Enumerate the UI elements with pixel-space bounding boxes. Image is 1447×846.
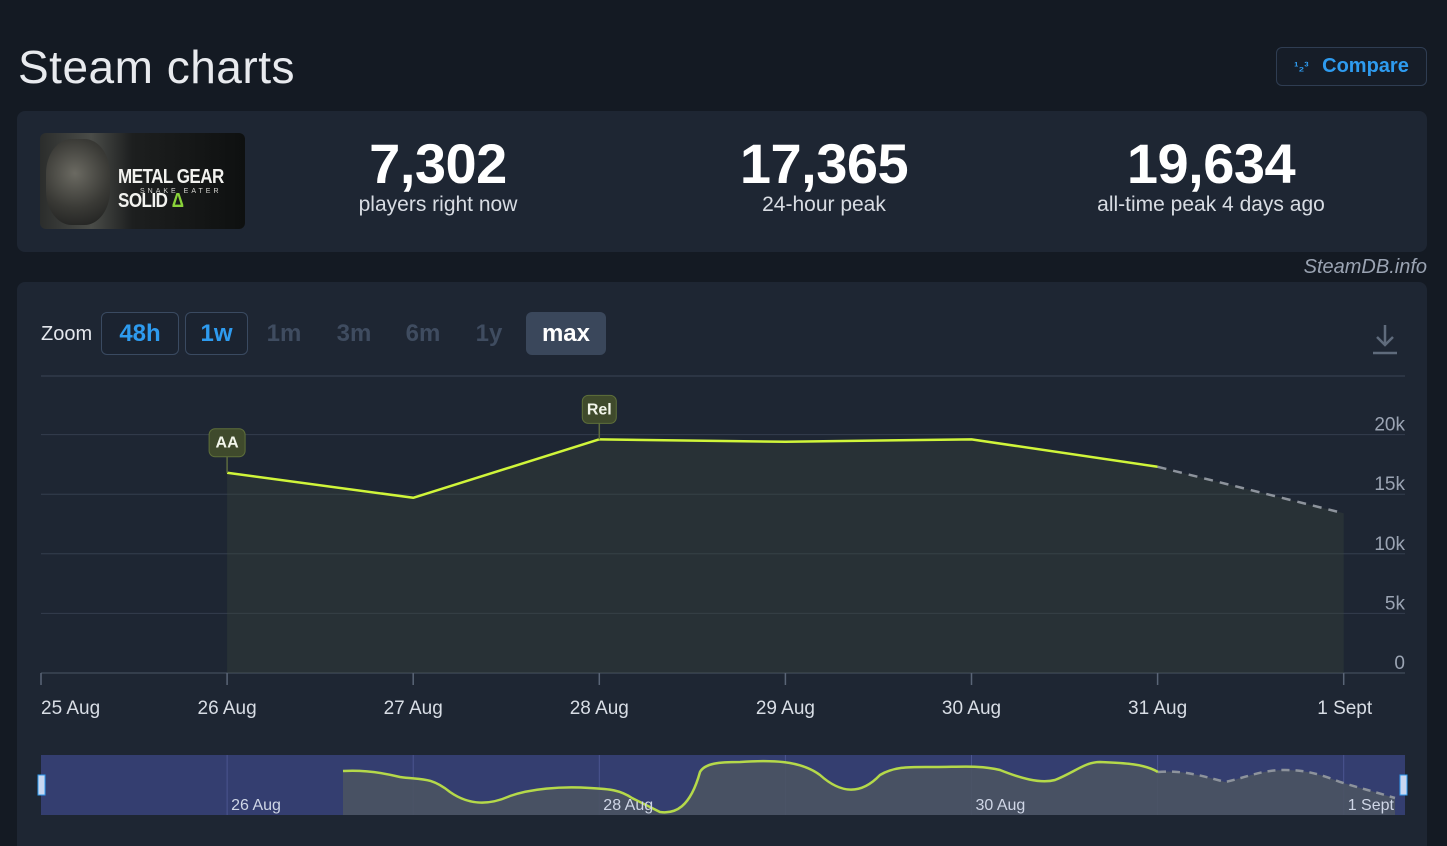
series-line <box>226 438 1158 500</box>
stat-24h-peak: 17,365 24-hour peak <box>723 133 925 217</box>
game-logo-subtitle: SNAKE EATER <box>140 188 222 195</box>
compare-button[interactable]: ¹₂³ Compare <box>1276 47 1427 86</box>
navigator-label: 1 Sept <box>1348 797 1395 814</box>
chart-annotations: AA Rel <box>208 394 617 473</box>
y-tick-label: 20k <box>1374 415 1405 436</box>
y-tick-label: 10k <box>1374 534 1405 555</box>
annotation-label: AA <box>216 435 240 452</box>
series-area <box>227 439 1344 673</box>
page-title: Steam charts <box>18 41 295 93</box>
zoom-1w-button[interactable]: 1w <box>185 312 248 355</box>
y-tick-label: 5k <box>1385 593 1406 614</box>
zoom-6m-button[interactable]: 6m <box>405 319 441 347</box>
stat-players-now: 7,302 players right now <box>337 133 539 217</box>
y-tick-label: 0 <box>1394 653 1405 674</box>
stat-value: 7,302 <box>369 132 507 195</box>
soldier-face-art <box>46 139 110 225</box>
download-icon[interactable] <box>1370 322 1400 356</box>
stat-all-time-peak: 19,634 all-time peak 4 days ago <box>1077 133 1345 217</box>
zoom-label: Zoom <box>41 323 93 345</box>
chart-grid <box>41 375 1405 674</box>
x-tick-label: 29 Aug <box>756 698 815 719</box>
x-tick-label: 25 Aug <box>41 698 100 719</box>
compare-icon: ¹₂³ <box>1294 58 1309 74</box>
navigator-area <box>343 761 1158 815</box>
zoom-1y-button[interactable]: 1y <box>475 319 503 347</box>
navigator-projection <box>1157 768 1396 800</box>
zoom-1m-button[interactable]: 1m <box>266 319 302 347</box>
chart-navigator: 26 Aug 28 Aug 30 Aug 1 Sept <box>37 755 1408 815</box>
chart-area-fill <box>227 439 1344 673</box>
stats-panel: METAL GEAR SOLID Δ SNAKE EATER 7,302 pla… <box>17 111 1427 252</box>
navigator-label: 26 Aug <box>231 797 281 814</box>
x-axis-ticks: 25 Aug 26 Aug 27 Aug 28 Aug 29 Aug 30 Aug 31 A… <box>40 673 1373 719</box>
stat-value: 19,634 <box>1126 132 1296 195</box>
x-tick-label: 28 Aug <box>570 698 629 719</box>
navigator-left-handle <box>37 774 46 796</box>
x-tick-label: 1 Sept <box>1317 698 1373 719</box>
annotation-flag <box>208 428 246 458</box>
compare-label: Compare <box>1322 55 1409 77</box>
navigator-label: 28 Aug <box>603 797 653 814</box>
game-logo: METAL GEAR SOLID Δ <box>118 165 224 212</box>
annotation-label: Rel <box>587 401 612 418</box>
zoom-48h-button[interactable]: 48h <box>101 312 179 355</box>
y-axis-ticks: 0 5k 10k 15k 20k <box>1374 415 1405 674</box>
zoom-max-button[interactable]: max <box>526 312 606 355</box>
annotation-flag <box>581 394 617 424</box>
game-cover-image[interactable]: METAL GEAR SOLID Δ SNAKE EATER <box>40 133 245 229</box>
navigator-right-handle <box>1399 774 1408 796</box>
x-tick-label: 26 Aug <box>198 698 257 719</box>
zoom-3m-button[interactable]: 3m <box>336 319 372 347</box>
stat-label: 24-hour peak <box>762 193 886 216</box>
navigator-label: 30 Aug <box>976 797 1026 814</box>
navigator-line <box>342 759 1159 814</box>
x-tick-label: 27 Aug <box>384 698 443 719</box>
watermark: SteamDB.info <box>1303 256 1427 278</box>
stat-label: all-time peak 4 days ago <box>1097 193 1325 216</box>
x-tick-label: 30 Aug <box>942 698 1001 719</box>
x-tick-label: 31 Aug <box>1128 698 1187 719</box>
y-tick-label: 15k <box>1374 474 1405 495</box>
stat-value: 17,365 <box>739 132 909 195</box>
stat-label: players right now <box>358 193 518 216</box>
